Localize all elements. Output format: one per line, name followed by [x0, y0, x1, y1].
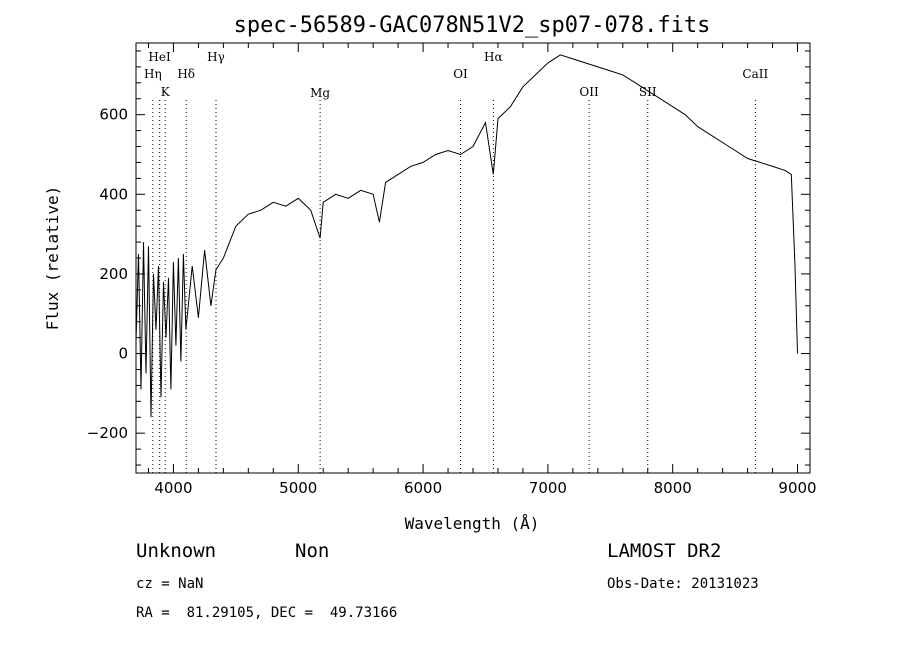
spectral-line-label: Hα: [484, 50, 503, 64]
x-axis-label: Wavelength (Å): [405, 514, 540, 533]
x-tick-label: 5000: [279, 479, 317, 497]
spectral-line-label: CaII: [742, 67, 768, 81]
redshift-readout: cz = NaN: [136, 576, 204, 592]
spectrum-series-line: [135, 54, 798, 418]
subclass-label: Non: [295, 540, 330, 562]
y-tick-label: 400: [99, 185, 128, 203]
x-tick-label: 8000: [654, 479, 692, 497]
x-axis-ticks: 4000 5000 6000 7000 8000 9000: [147, 43, 817, 497]
plot-frame: [135, 42, 811, 474]
spectral-line-label: Hγ: [207, 50, 225, 64]
survey-label: LAMOST DR2: [607, 540, 722, 562]
spectral-line-label: OII: [579, 85, 599, 99]
y-tick-label: 200: [99, 265, 128, 283]
y-tick-label: 0: [118, 345, 128, 363]
y-axis-label: Flux (relative): [43, 186, 62, 331]
spectral-line-label: K: [161, 85, 171, 99]
spectral-line-label: Hδ: [177, 67, 195, 81]
spectral-line-label: OI: [453, 67, 468, 81]
spectral-line-label: HeI: [148, 50, 171, 64]
class-label: Unknown: [136, 540, 217, 562]
spectral-line-label: Mg: [310, 86, 330, 100]
coordinates-readout: RA = 81.29105, DEC = 49.73166: [136, 605, 398, 621]
x-tick-label: 6000: [404, 479, 442, 497]
x-tick-label: 9000: [778, 479, 816, 497]
obs-date: Obs-Date: 20131023: [607, 576, 759, 592]
y-tick-label: −200: [87, 424, 128, 442]
y-tick-label: 600: [99, 106, 128, 124]
x-tick-label: 7000: [529, 479, 567, 497]
y-axis-ticks: −200 0 200 400 600: [87, 50, 810, 466]
spectrum-chart: spec-56589-GAC078N51V2_sp07-078.fits HeI…: [43, 13, 817, 533]
x-tick-label: 4000: [154, 479, 192, 497]
spectral-line-label: Hη: [144, 67, 162, 81]
chart-title: spec-56589-GAC078N51V2_sp07-078.fits: [234, 13, 711, 38]
